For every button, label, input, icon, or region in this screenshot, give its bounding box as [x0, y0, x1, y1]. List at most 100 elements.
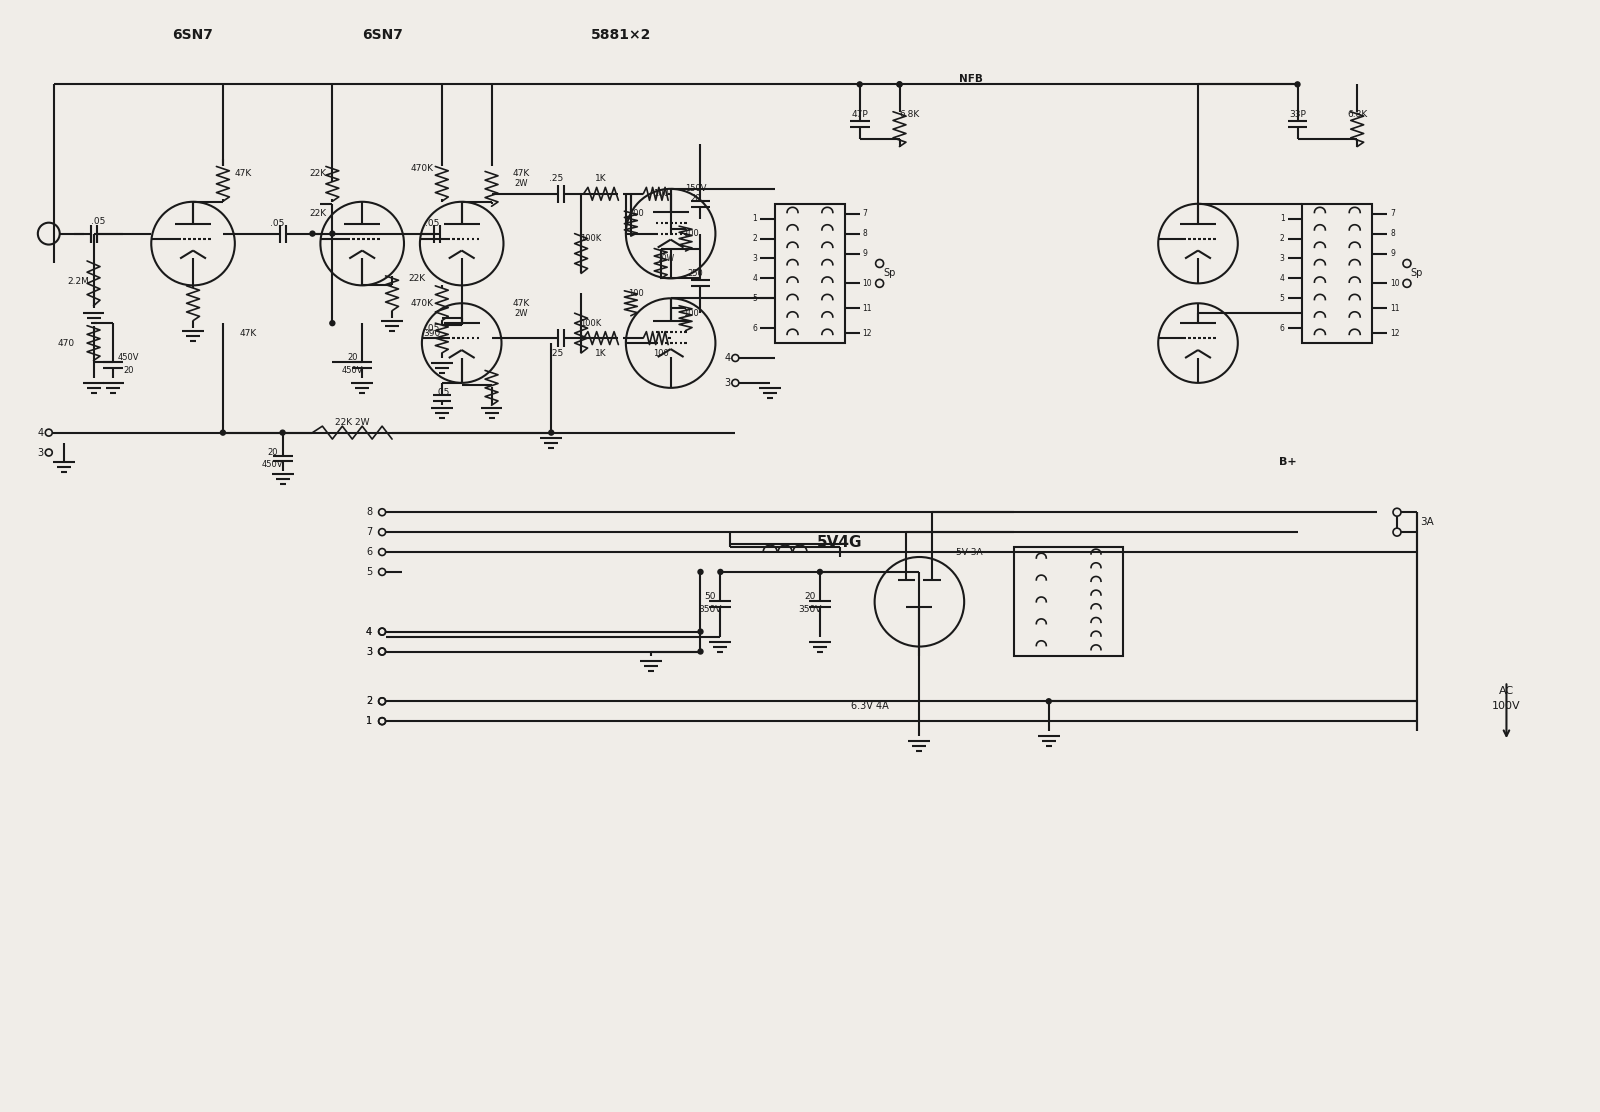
- Text: .05: .05: [424, 219, 438, 228]
- Text: 100: 100: [653, 348, 669, 358]
- Text: 100V: 100V: [1493, 702, 1520, 712]
- Circle shape: [898, 82, 902, 87]
- Text: 5: 5: [366, 567, 373, 577]
- Text: 47K: 47K: [512, 169, 530, 178]
- Text: 3: 3: [725, 378, 730, 388]
- Text: 2: 2: [752, 235, 757, 244]
- Circle shape: [818, 569, 822, 575]
- Circle shape: [718, 569, 723, 575]
- Text: 2.2M: 2.2M: [67, 277, 90, 286]
- Circle shape: [1046, 698, 1051, 704]
- Text: 47K: 47K: [512, 299, 530, 308]
- Circle shape: [898, 82, 902, 87]
- Text: 7: 7: [862, 209, 867, 218]
- Text: 20: 20: [123, 367, 134, 376]
- Text: 9: 9: [1390, 249, 1395, 258]
- Text: 470K: 470K: [410, 299, 434, 308]
- Text: 1K: 1K: [595, 175, 606, 183]
- Text: 4: 4: [725, 353, 730, 363]
- Text: 1: 1: [1280, 215, 1285, 224]
- Text: 5881×2: 5881×2: [590, 28, 651, 41]
- Text: 22K: 22K: [408, 274, 426, 282]
- Text: 1: 1: [366, 716, 373, 726]
- Text: 450V: 450V: [118, 354, 139, 363]
- Text: 470K: 470K: [410, 165, 434, 173]
- Text: 5: 5: [752, 294, 757, 302]
- Text: 10: 10: [862, 279, 872, 288]
- Text: 8: 8: [862, 229, 867, 238]
- Text: 6SN7: 6SN7: [362, 28, 403, 41]
- Text: 6.3V 4A: 6.3V 4A: [851, 702, 888, 712]
- Text: 12: 12: [1390, 329, 1400, 338]
- Circle shape: [280, 430, 285, 435]
- Text: 47K: 47K: [238, 329, 256, 338]
- Text: 250: 250: [688, 269, 704, 278]
- Text: 100K: 100K: [581, 235, 602, 244]
- Text: 33P: 33P: [1290, 110, 1306, 119]
- Text: 10W: 10W: [658, 254, 674, 264]
- Text: 8: 8: [366, 507, 373, 517]
- Text: B+: B+: [1278, 457, 1296, 467]
- Text: 6: 6: [1280, 324, 1285, 332]
- Text: 4: 4: [38, 428, 43, 438]
- Text: 4: 4: [366, 627, 373, 637]
- Text: 5V 3A: 5V 3A: [955, 547, 982, 556]
- Text: 3A: 3A: [1419, 517, 1434, 527]
- Bar: [774, 203, 845, 344]
- Text: 22K: 22K: [309, 169, 326, 178]
- Text: 350V: 350V: [699, 605, 722, 614]
- Text: 3: 3: [752, 254, 757, 264]
- Bar: [1302, 203, 1373, 344]
- Text: 100: 100: [627, 209, 643, 218]
- Circle shape: [858, 82, 862, 87]
- Text: 450V: 450V: [341, 367, 363, 376]
- Text: 100: 100: [653, 189, 669, 198]
- Text: 22K: 22K: [309, 209, 326, 218]
- Text: 47P: 47P: [851, 110, 869, 119]
- Text: Sp: Sp: [883, 268, 896, 278]
- Text: 11: 11: [1390, 304, 1400, 312]
- Text: .25: .25: [549, 348, 563, 358]
- Text: 2W: 2W: [515, 309, 528, 318]
- Text: 10: 10: [1390, 279, 1400, 288]
- Text: Sp: Sp: [1411, 268, 1422, 278]
- Text: 3: 3: [38, 447, 43, 457]
- Text: 150V: 150V: [685, 185, 706, 193]
- Circle shape: [549, 430, 554, 435]
- Text: 1: 1: [752, 215, 757, 224]
- Text: 2: 2: [366, 696, 373, 706]
- Text: 7: 7: [1390, 209, 1395, 218]
- Text: NFB: NFB: [960, 75, 982, 85]
- Text: 6.8K: 6.8K: [899, 110, 920, 119]
- Text: 5V4G: 5V4G: [818, 535, 862, 549]
- Text: .05: .05: [435, 388, 450, 397]
- Text: 4: 4: [366, 627, 373, 637]
- Text: 3: 3: [1280, 254, 1285, 264]
- Text: .25: .25: [549, 175, 563, 183]
- Text: 7: 7: [366, 527, 373, 537]
- Text: 470: 470: [58, 338, 74, 348]
- Text: 6: 6: [366, 547, 373, 557]
- Circle shape: [698, 569, 702, 575]
- Text: 2: 2: [1280, 235, 1285, 244]
- Text: 9: 9: [862, 249, 867, 258]
- Text: 6.8K: 6.8K: [1347, 110, 1368, 119]
- Text: 450V: 450V: [262, 460, 283, 469]
- Text: 20: 20: [347, 354, 357, 363]
- Text: 1: 1: [366, 716, 373, 726]
- Text: 22K 2W: 22K 2W: [334, 418, 370, 427]
- Text: 100: 100: [683, 309, 699, 318]
- Text: 6SN7: 6SN7: [173, 28, 213, 41]
- Text: 5: 5: [1280, 294, 1285, 302]
- Text: 3: 3: [366, 646, 373, 656]
- Circle shape: [698, 649, 702, 654]
- Text: 20: 20: [805, 593, 816, 602]
- Text: 12: 12: [862, 329, 872, 338]
- Text: 100K: 100K: [581, 319, 602, 328]
- Bar: [1014, 547, 1123, 656]
- Text: 3: 3: [366, 646, 373, 656]
- Text: 8: 8: [1390, 229, 1395, 238]
- Circle shape: [698, 629, 702, 634]
- Text: .05: .05: [424, 324, 438, 332]
- Text: 20: 20: [267, 448, 278, 457]
